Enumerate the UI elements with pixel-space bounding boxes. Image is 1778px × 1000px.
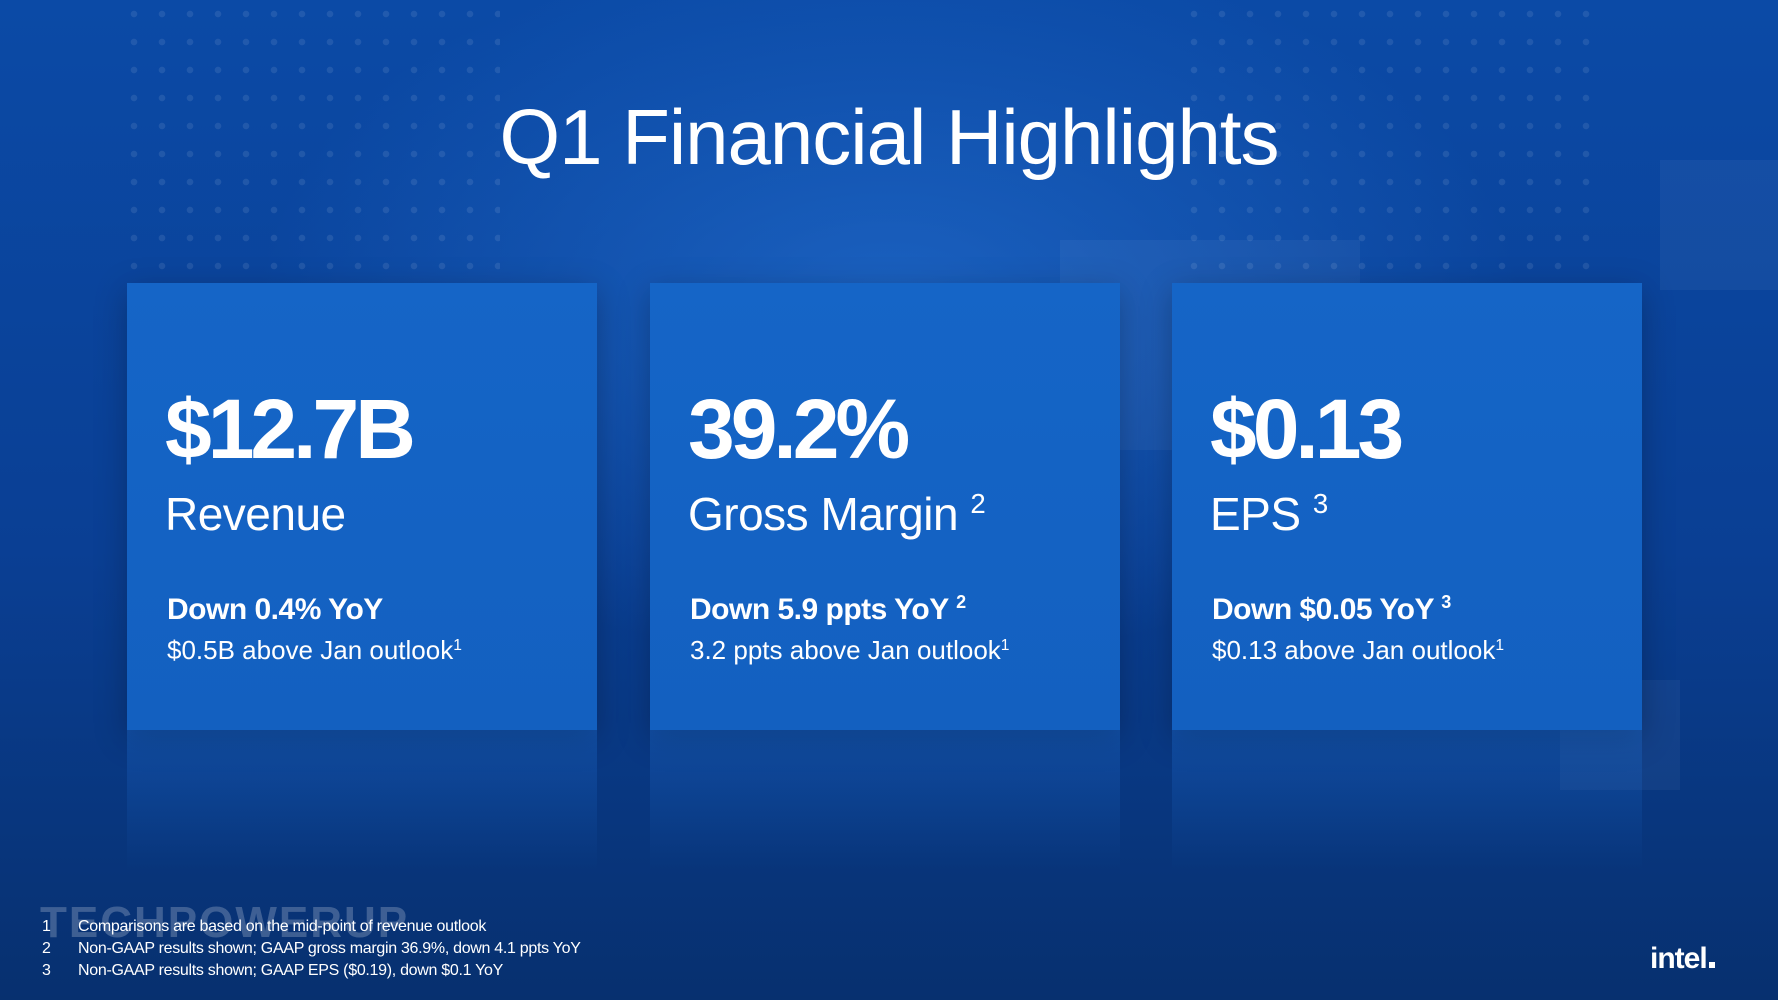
footnote-marker: 3 — [1312, 488, 1328, 520]
eps-card: $0.13 EPS 3 Down $0.05 YoY 3 $0.13 above… — [1172, 283, 1642, 870]
footnote-item: 2 Non-GAAP results shown; GAAP gross mar… — [42, 938, 581, 960]
card-reflection — [1172, 730, 1642, 870]
card-metric: Revenue — [165, 488, 346, 540]
card-outlook: $0.13 above Jan outlook1 — [1212, 635, 1505, 665]
footnote-number: 1 — [42, 918, 51, 935]
card-outlook: $0.5B above Jan outlook1 — [167, 635, 462, 665]
background-dot-pattern — [120, 0, 500, 330]
footnotes: 1 Comparisons are based on the mid-point… — [42, 916, 581, 982]
background-dot-pattern — [1180, 0, 1600, 290]
card-metric: Gross Margin 2 — [688, 488, 986, 540]
footnote-marker: 3 — [1441, 592, 1451, 613]
background-square — [1660, 160, 1778, 290]
card-change: Down $0.05 YoY 3 — [1212, 592, 1451, 626]
footnote-number: 2 — [42, 940, 51, 957]
card-value: $0.13 — [1210, 382, 1404, 476]
footnote-marker: 2 — [970, 488, 986, 520]
card-change: Down 5.9 ppts YoY 2 — [690, 592, 966, 626]
intel-logo: intel — [1650, 942, 1715, 976]
card-value: 39.2% — [688, 382, 910, 476]
revenue-card: $12.7B Revenue Down 0.4% YoY $0.5B above… — [127, 283, 597, 870]
logo-dot — [1708, 962, 1715, 968]
footnote-marker: 1 — [1495, 636, 1505, 654]
footnote-text: Non-GAAP results shown; GAAP gross margi… — [78, 940, 581, 957]
card-reflection — [650, 730, 1120, 870]
footnote-item: 3 Non-GAAP results shown; GAAP EPS ($0.1… — [42, 960, 581, 982]
footnote-marker: 1 — [1000, 636, 1010, 654]
footnote-text: Non-GAAP results shown; GAAP EPS ($0.19)… — [78, 962, 503, 979]
footnote-number: 3 — [42, 962, 51, 979]
card-metric: EPS 3 — [1210, 488, 1328, 540]
footnote-marker: 2 — [956, 592, 966, 613]
gross-margin-card: 39.2% Gross Margin 2 Down 5.9 ppts YoY 2… — [650, 283, 1120, 870]
card-value: $12.7B — [165, 382, 416, 476]
card-reflection — [127, 730, 597, 870]
watermark: TECHPOWERUP — [40, 898, 410, 947]
slide-title: Q1 Financial Highlights — [499, 93, 1279, 181]
footnote-item: 1 Comparisons are based on the mid-point… — [42, 916, 581, 938]
footnote-marker: 1 — [453, 636, 462, 654]
card-outlook: 3.2 ppts above Jan outlook1 — [690, 635, 1010, 665]
footnote-text: Comparisons are based on the mid-point o… — [78, 918, 487, 935]
card-change: Down 0.4% YoY — [167, 593, 383, 626]
